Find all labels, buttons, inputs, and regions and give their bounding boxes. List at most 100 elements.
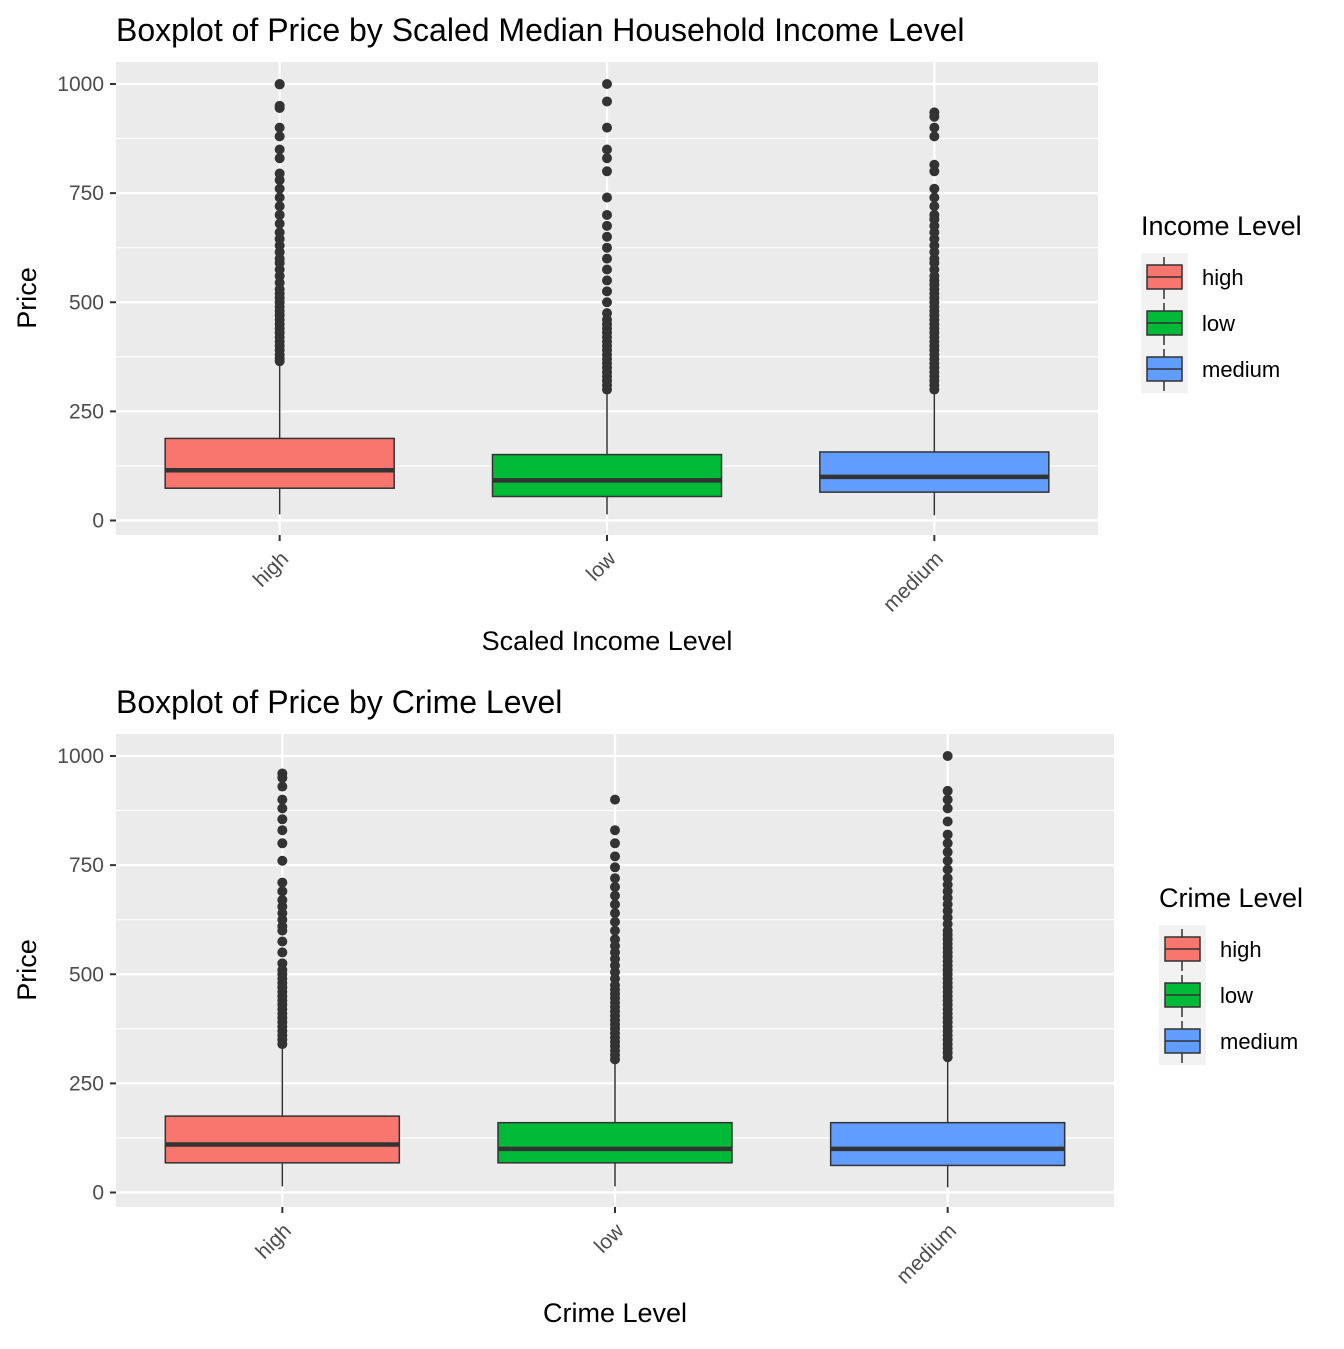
outlier-point <box>929 131 940 142</box>
outlier-point <box>274 209 285 220</box>
outlier-point <box>602 253 612 264</box>
outlier-point <box>610 881 620 892</box>
y-tick-label: 750 <box>69 182 104 205</box>
y-axis-title: Price <box>12 267 42 329</box>
box-body <box>819 451 1050 493</box>
outlier-point <box>610 838 620 849</box>
outlier-point <box>277 877 288 888</box>
outlier-point <box>610 851 620 862</box>
box-high <box>164 768 401 1187</box>
y-tick-label: 750 <box>69 854 104 877</box>
outlier-point <box>602 122 612 133</box>
outlier-point <box>277 803 288 814</box>
outlier-point <box>929 209 940 220</box>
outlier-point <box>610 794 620 805</box>
outlier-point <box>602 275 612 286</box>
outlier-point <box>929 122 940 133</box>
outlier-point <box>942 785 953 796</box>
outlier-point <box>942 847 953 858</box>
legend-label: medium <box>1202 357 1280 382</box>
outlier-point <box>929 201 940 212</box>
outlier-point <box>274 168 285 179</box>
box-medium <box>819 107 1050 516</box>
outlier-point <box>602 209 612 220</box>
outlier-point <box>274 227 285 238</box>
box-low <box>491 79 723 515</box>
legend-label: high <box>1220 937 1262 962</box>
outlier-point <box>277 781 288 792</box>
x-tick-label: medium <box>879 547 948 616</box>
outlier-point <box>929 183 940 194</box>
y-axis-title: Price <box>12 939 42 1001</box>
outlier-point <box>274 79 285 89</box>
outlier-point <box>277 958 288 969</box>
outlier-point <box>277 886 288 897</box>
chart-title: Boxplot of Price by Scaled Median Househ… <box>116 12 964 48</box>
outlier-point <box>602 264 612 275</box>
outlier-point <box>274 131 285 142</box>
legend: Crime Level high low medium <box>1159 883 1303 1065</box>
outlier-point <box>277 825 288 836</box>
box-high <box>164 79 395 515</box>
outlier-point <box>610 873 620 884</box>
outlier-point <box>274 192 285 203</box>
outlier-point <box>602 96 612 107</box>
outlier-point <box>602 192 612 203</box>
outlier-point <box>277 895 288 906</box>
legend-label: high <box>1202 265 1244 290</box>
outlier-point <box>942 864 953 875</box>
outlier-point <box>602 286 612 297</box>
outlier-point <box>274 201 285 212</box>
outlier-point <box>610 916 620 927</box>
outlier-point <box>602 231 612 242</box>
y-tick-label: 250 <box>69 400 104 423</box>
outlier-point <box>277 794 288 805</box>
y-tick-label: 500 <box>69 963 104 986</box>
x-axis-title: Crime Level <box>543 1298 687 1328</box>
outlier-point <box>274 218 285 229</box>
outlier-point <box>610 934 620 945</box>
y-tick-label: 250 <box>69 1072 104 1095</box>
outlier-point <box>602 144 612 155</box>
outlier-point <box>942 794 953 805</box>
chart-panel-2: Boxplot of Price by Crime Level 0 250 500 75… <box>12 684 1303 1328</box>
outlier-point <box>602 79 612 89</box>
outlier-point <box>274 100 285 111</box>
y-tick-label: 0 <box>92 510 104 533</box>
box-body <box>164 1115 401 1164</box>
y-tick-label: 1000 <box>57 73 104 96</box>
outlier-point <box>929 107 940 118</box>
legend: Income Level high low medium <box>1141 211 1302 393</box>
y-tick-label: 0 <box>92 1182 104 1205</box>
box-body <box>491 453 723 498</box>
x-tick-label: high <box>252 1219 296 1263</box>
outlier-point <box>274 183 285 194</box>
outlier-point <box>602 153 612 164</box>
outlier-point <box>942 855 953 866</box>
outlier-point <box>274 144 285 155</box>
outlier-point <box>929 159 940 170</box>
box-body <box>164 437 395 489</box>
x-tick-label: low <box>590 1219 629 1258</box>
box-body <box>829 1121 1066 1167</box>
legend-title: Crime Level <box>1159 883 1303 913</box>
outlier-point <box>602 166 612 177</box>
outlier-point <box>602 308 612 319</box>
legend-label: medium <box>1220 1029 1298 1054</box>
outlier-point <box>942 829 953 840</box>
outlier-point <box>610 908 620 919</box>
outlier-point <box>929 192 940 203</box>
outlier-point <box>942 751 953 761</box>
outlier-point <box>942 816 953 827</box>
x-axis-title: Scaled Income Level <box>482 626 733 656</box>
outlier-point <box>277 855 288 866</box>
x-tick-label: low <box>582 547 621 586</box>
outlier-point <box>274 122 285 133</box>
outlier-point <box>610 862 620 873</box>
outlier-point <box>277 768 288 779</box>
outlier-point <box>274 153 285 164</box>
outlier-point <box>277 936 288 947</box>
outlier-point <box>942 803 953 814</box>
